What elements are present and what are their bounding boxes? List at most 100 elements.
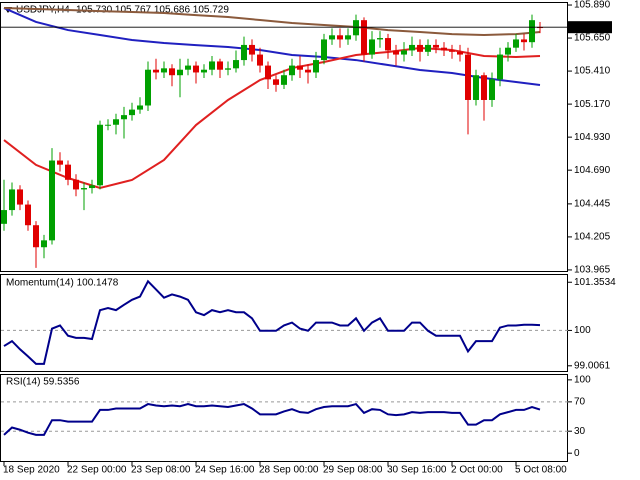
candle-body bbox=[409, 44, 415, 51]
x-tick-label: 22 Sep 00:00 bbox=[67, 465, 127, 476]
x-tick-label: 18 Sep 2020 bbox=[3, 465, 60, 476]
candle-body bbox=[305, 69, 311, 73]
candle-body bbox=[73, 179, 79, 190]
candle-body bbox=[161, 68, 167, 73]
candle-body bbox=[417, 44, 423, 52]
moving-average bbox=[3, 7, 541, 86]
y-tick-label: 103.965 bbox=[574, 265, 611, 276]
candle-body bbox=[265, 65, 271, 80]
candle-body bbox=[217, 61, 223, 70]
candle-body bbox=[481, 75, 487, 100]
x-tick-label: 5 Oct 08:00 bbox=[515, 465, 567, 476]
indicator-line bbox=[3, 279, 541, 365]
candle-body bbox=[473, 75, 479, 100]
x-tick-label: 30 Sep 16:00 bbox=[387, 465, 447, 476]
candle-body bbox=[97, 124, 103, 186]
candle-body bbox=[289, 65, 295, 76]
candle-body bbox=[297, 65, 303, 70]
candle-body bbox=[529, 20, 535, 43]
candle-body bbox=[177, 69, 183, 76]
y-tick-label: 104.930 bbox=[574, 132, 611, 143]
indicator-line bbox=[3, 402, 541, 436]
y-tick-label: 100 bbox=[574, 375, 591, 386]
candle-body bbox=[153, 69, 159, 73]
y-tick-label: 104.205 bbox=[574, 232, 611, 243]
main-frame bbox=[0, 2, 568, 272]
candle-body bbox=[41, 240, 47, 248]
y-tick-label: 100 bbox=[574, 325, 591, 336]
candle-body bbox=[169, 68, 175, 76]
rsi-frame bbox=[0, 374, 568, 462]
candle-body bbox=[369, 39, 375, 55]
candle-body bbox=[505, 47, 511, 55]
x-tick-label: 28 Sep 00:00 bbox=[259, 465, 319, 476]
y-tick-label: 101.3534 bbox=[574, 277, 616, 288]
candle-body bbox=[441, 47, 447, 51]
candle-body bbox=[321, 39, 327, 61]
candle-body bbox=[401, 50, 407, 55]
candle-body bbox=[201, 69, 207, 73]
panel-title: RSI(14) 59.5356 bbox=[6, 377, 80, 388]
candle-body bbox=[137, 105, 143, 110]
candle-body bbox=[497, 54, 503, 80]
candle-body bbox=[105, 124, 111, 126]
candle-body bbox=[129, 109, 135, 116]
candle-body bbox=[377, 38, 383, 40]
x-tick-label: 23 Sep 08:00 bbox=[131, 465, 191, 476]
moving-average bbox=[3, 7, 541, 37]
candle-body bbox=[457, 51, 463, 55]
y-tick-label: 0 bbox=[574, 448, 580, 459]
candle-body bbox=[345, 35, 351, 40]
candle-body bbox=[329, 35, 335, 40]
candle-body bbox=[17, 189, 23, 205]
candle-body bbox=[465, 54, 471, 100]
candle-body bbox=[89, 185, 95, 189]
candle-body bbox=[425, 44, 431, 52]
y-tick-label: 104.445 bbox=[574, 199, 611, 210]
x-tick-label: 29 Sep 08:00 bbox=[323, 465, 383, 476]
y-tick-label: 70 bbox=[574, 397, 586, 408]
moving-average bbox=[3, 46, 541, 189]
candle-body bbox=[185, 65, 191, 70]
candle-body bbox=[81, 188, 87, 190]
candle-body bbox=[145, 69, 151, 106]
candle-body bbox=[281, 75, 287, 85]
candle-body bbox=[25, 204, 31, 226]
candle-body bbox=[65, 164, 71, 180]
candle-body bbox=[257, 54, 263, 66]
candle-body bbox=[49, 160, 55, 241]
candle-body bbox=[233, 60, 239, 69]
candle-body bbox=[449, 50, 455, 52]
candle-body bbox=[489, 79, 495, 100]
y-tick-label: 104.690 bbox=[574, 165, 611, 176]
candle-body bbox=[249, 44, 255, 55]
y-tick-label: 30 bbox=[574, 426, 586, 437]
y-tick-label: 105.650 bbox=[574, 33, 611, 44]
x-tick-label: 2 Oct 00:00 bbox=[451, 465, 503, 476]
x-tick-label: 24 Sep 16:00 bbox=[195, 465, 255, 476]
panel-title: Momentum(14) 100.1478 bbox=[6, 278, 119, 289]
y-tick-label: 99.0061 bbox=[574, 360, 611, 371]
candle-body bbox=[521, 39, 527, 43]
candle-body bbox=[513, 39, 519, 48]
last-price-box bbox=[568, 21, 612, 34]
candle-body bbox=[353, 20, 359, 36]
candle-body bbox=[313, 60, 319, 73]
candle-body bbox=[193, 65, 199, 73]
candle-body bbox=[209, 61, 215, 70]
candle-body bbox=[113, 119, 119, 125]
candle-body bbox=[361, 20, 367, 55]
candle-body bbox=[57, 160, 63, 165]
candle-body bbox=[225, 68, 231, 70]
y-tick-label: 105.890 bbox=[574, 0, 611, 11]
candle-body bbox=[9, 189, 15, 211]
candle-body bbox=[337, 35, 343, 40]
candle-body bbox=[241, 44, 247, 61]
candle-body bbox=[1, 210, 7, 224]
candle-body bbox=[433, 44, 439, 48]
candle-body bbox=[273, 79, 279, 85]
candle-body bbox=[121, 115, 127, 120]
last-price-label: 105.729 bbox=[572, 22, 609, 33]
